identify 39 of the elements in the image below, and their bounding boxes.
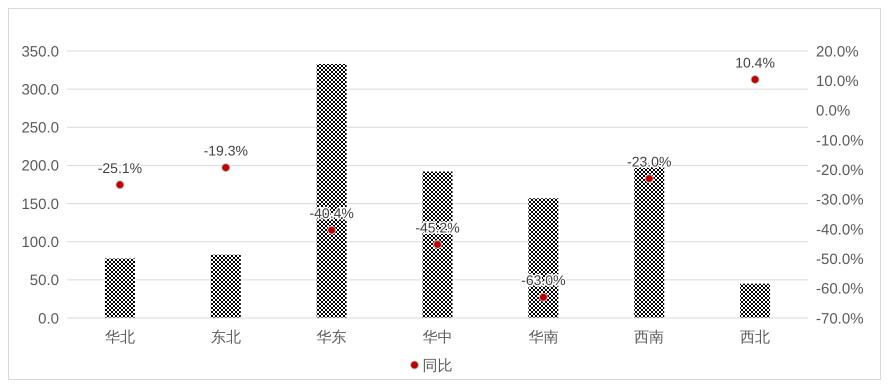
data-label: -25.1% (98, 160, 142, 176)
point (221, 163, 230, 172)
x-tick-label: 华南 (528, 329, 558, 346)
y2-tick-label: 10.0% (816, 72, 859, 90)
point (327, 226, 336, 235)
y-tick-label: 250.0 (21, 120, 59, 137)
x-tick-label: 东北 (210, 329, 241, 346)
point (750, 75, 760, 84)
y2-tick-label: -10.0% (816, 132, 864, 150)
y2-tick-label: -50.0% (816, 250, 864, 268)
y-tick-label: 300.0 (21, 81, 59, 98)
y-tick-label: 0.0 (38, 310, 59, 328)
x-tick-label: 西南 (634, 329, 664, 346)
x-tick-label: 西北 (740, 329, 770, 346)
bar (210, 254, 241, 318)
data-label: -19.3% (204, 142, 248, 159)
y-tick-label: 350.0 (21, 43, 59, 60)
y2-tick-label: -60.0% (816, 280, 864, 298)
bar (104, 258, 135, 318)
x-tick-label: 华北 (104, 329, 135, 346)
point (115, 180, 124, 190)
y-tick-label: 50.0 (30, 272, 59, 290)
y-tick-label: 150.0 (21, 196, 59, 213)
y2-tick-label: -20.0% (816, 162, 864, 179)
y2-tick-label: -30.0% (816, 192, 864, 209)
y-tick-label: 100.0 (21, 234, 59, 251)
y-tick-label: 200.0 (21, 158, 59, 175)
bar (740, 284, 770, 318)
point (433, 240, 442, 249)
legend-label: 同比 (422, 357, 452, 374)
y2-tick-label: -70.0% (816, 310, 864, 328)
x-tick-label: 华中 (422, 329, 452, 346)
point (644, 174, 654, 184)
y2-tick-label: -40.0% (816, 221, 864, 238)
y2-tick-label: 20.0% (816, 43, 859, 60)
point (538, 292, 548, 302)
data-label: 10.4% (735, 54, 775, 70)
y2-tick-label: 0.0% (816, 102, 850, 120)
x-tick-label: 华东 (316, 329, 347, 346)
